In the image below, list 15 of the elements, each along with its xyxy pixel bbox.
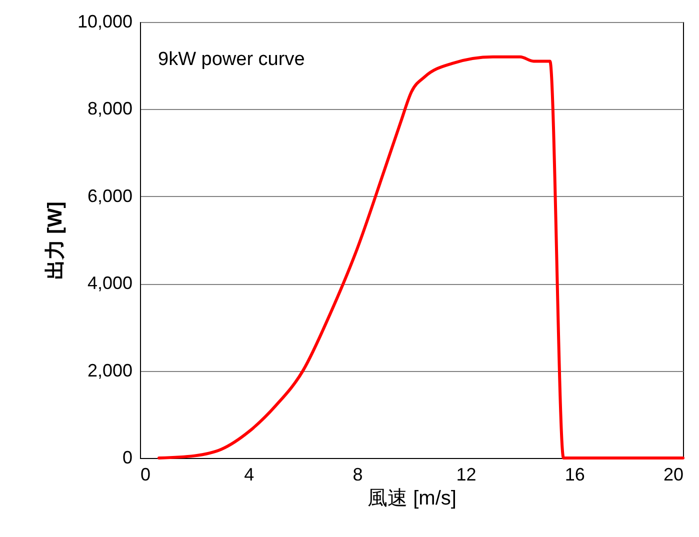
- y-axis-title: 出力 [W]: [44, 202, 66, 280]
- y-tick-label: 4,000: [87, 273, 132, 294]
- x-tick-label: 0: [140, 464, 151, 484]
- x-tick-label: 12: [456, 464, 476, 484]
- x-tick-label: 20: [663, 464, 684, 484]
- y-tick-label: 10,000: [77, 12, 132, 32]
- y-tick-label: 8,000: [87, 98, 132, 119]
- annotation: 9kW power curve: [158, 49, 305, 70]
- x-tick-label: 8: [352, 464, 363, 484]
- y-tick-label: 2,000: [87, 360, 132, 380]
- y-tick-label: 6,000: [87, 186, 132, 206]
- y-tick-label: 0: [122, 448, 132, 468]
- x-axis-title: 風速 [m/s]: [368, 488, 456, 510]
- x-tick-label: 16: [564, 464, 585, 484]
- x-tick-label: 4: [244, 464, 254, 484]
